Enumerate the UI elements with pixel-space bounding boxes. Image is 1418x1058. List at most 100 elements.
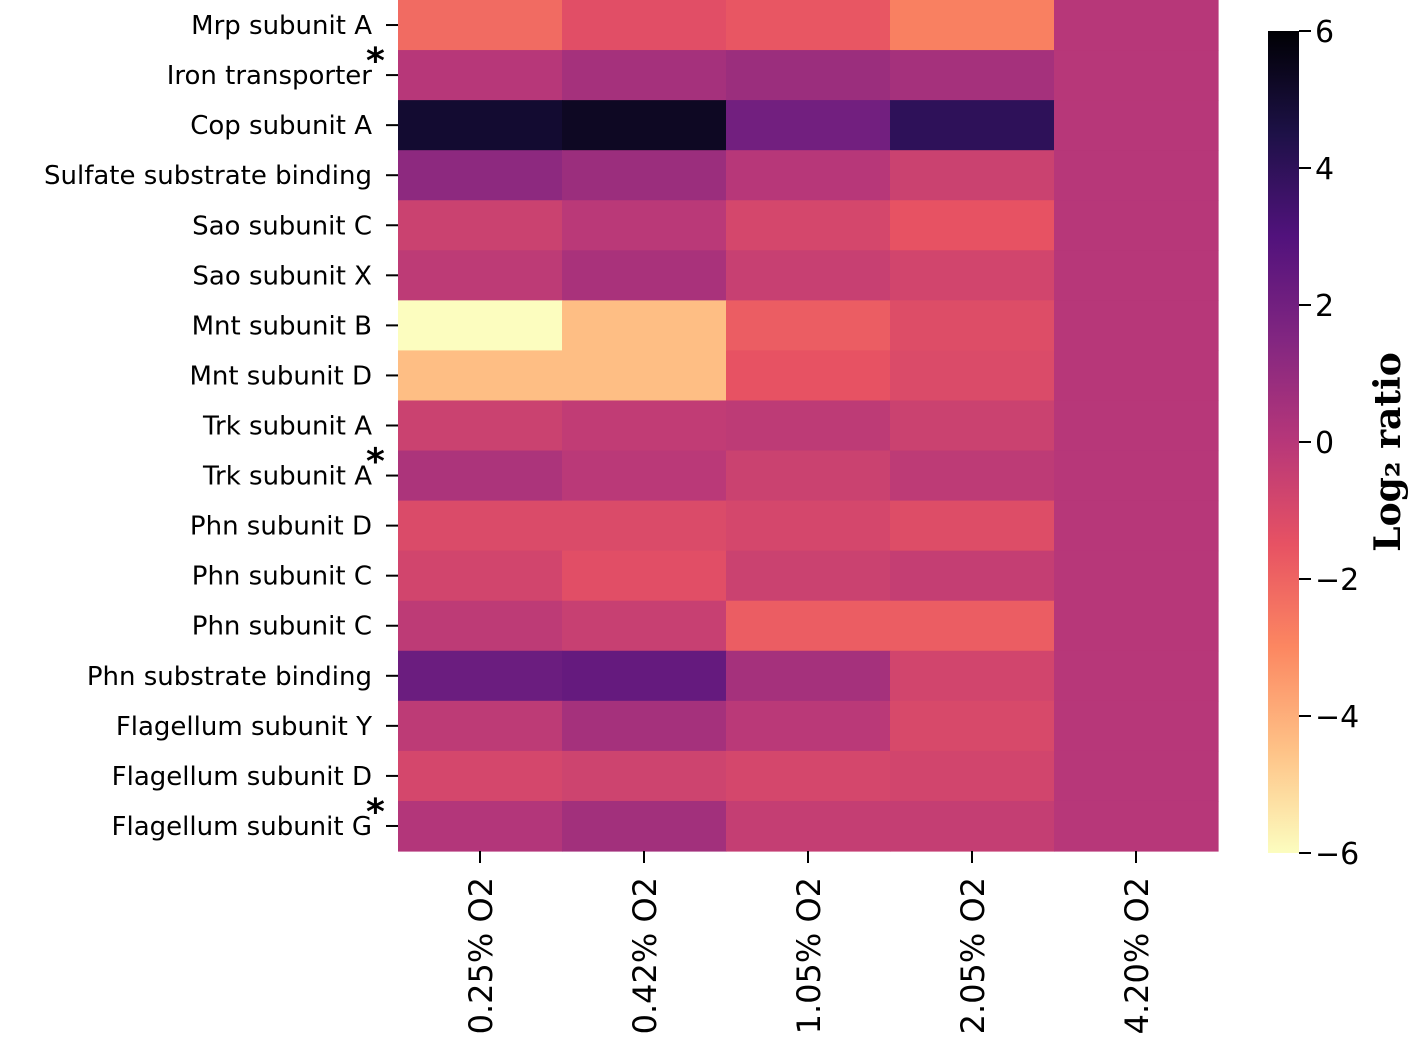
- heatmap-cell: [562, 600, 727, 652]
- heatmap-cell: [1054, 150, 1219, 201]
- colorbar-title: Log₂ ratio: [1367, 352, 1409, 551]
- heatmap-cell: [726, 50, 891, 101]
- colorbar-tick-label: 4: [1315, 152, 1334, 187]
- y-tick-label: Phn substrate binding: [87, 662, 372, 692]
- significance-marker: *: [366, 41, 385, 82]
- heatmap-cell: [562, 400, 727, 452]
- heatmap-cell: [1054, 300, 1219, 352]
- heatmap-cell: [890, 250, 1055, 301]
- y-tick-label: Iron transporter: [167, 61, 373, 91]
- heatmap-cell: [890, 50, 1055, 101]
- heatmap-cell: [1054, 0, 1219, 51]
- heatmap-cell: [726, 0, 891, 51]
- heatmap-cell: [398, 350, 563, 402]
- x-tick-label: 0.42% O2: [626, 877, 664, 1034]
- heatmap-cell: [726, 450, 891, 502]
- heatmap-cell: [562, 50, 727, 101]
- heatmap-cell: [398, 250, 563, 301]
- heatmap-cell: [890, 400, 1055, 452]
- y-tick-label: Mnt subunit B: [192, 311, 372, 341]
- heatmap-cell: [726, 600, 891, 652]
- heatmap-cell: [890, 550, 1055, 602]
- heatmap-cell: [398, 0, 563, 51]
- heatmap-cell: [1054, 500, 1219, 552]
- heatmap-cell: [398, 100, 563, 151]
- y-tick-label: Phn subunit C: [192, 612, 372, 642]
- heatmap-cell: [1054, 750, 1219, 802]
- heatmap-cell: [726, 200, 891, 251]
- heatmap-cell: [398, 200, 563, 251]
- heatmap-cell: [562, 500, 727, 552]
- heatmap-cell: [726, 750, 891, 802]
- heatmap-cell: [726, 100, 891, 151]
- x-tick-label: 2.05% O2: [954, 877, 992, 1034]
- heatmap-cell: [1054, 400, 1219, 452]
- heatmap-cell: [562, 650, 727, 702]
- heatmap-cell: [562, 300, 727, 352]
- heatmap-cell: [398, 550, 563, 602]
- heatmap-cell: [562, 150, 727, 201]
- heatmap-cell: [562, 100, 727, 151]
- heatmap-cell: [398, 800, 563, 852]
- y-tick-label: Phn subunit D: [190, 512, 372, 542]
- significance-marker: *: [366, 442, 385, 483]
- heatmap-cell: [890, 600, 1055, 652]
- y-tick-label: Phn subunit C: [192, 562, 372, 592]
- heatmap-cell: [890, 750, 1055, 802]
- heatmap-cell: [398, 400, 563, 452]
- heatmap-cell: [726, 650, 891, 702]
- heatmap-cell: [890, 100, 1055, 151]
- heatmap-cell: [398, 650, 563, 702]
- heatmap-cell: [562, 0, 727, 51]
- heatmap-cell: [890, 0, 1055, 51]
- heatmap-cell: [398, 700, 563, 752]
- heatmap-cell: [398, 450, 563, 502]
- heatmap-cell: [890, 700, 1055, 752]
- y-tick-label: Cop subunit A: [190, 111, 372, 141]
- y-tick-label: Mrp subunit A: [191, 11, 372, 41]
- heatmap-cell: [726, 250, 891, 301]
- heatmap-cell: [726, 550, 891, 602]
- y-tick-label: Trk subunit A: [202, 412, 372, 442]
- colorbar-tick-label: −2: [1315, 563, 1359, 598]
- heatmap-cell: [1054, 50, 1219, 101]
- heatmap-cell: [398, 600, 563, 652]
- colorbar-ticks: 6 4 2 0 −2 −4 −6: [1299, 15, 1359, 872]
- colorbar-tick-label: 0: [1315, 426, 1334, 461]
- heatmap-cell: [1054, 450, 1219, 502]
- heatmap-cell: [1054, 700, 1219, 752]
- heatmap-cell: [890, 450, 1055, 502]
- heatmap-cell: [562, 250, 727, 301]
- heatmap-cells: [398, 0, 1219, 852]
- y-tick-label: Trk subunit A: [202, 462, 372, 492]
- heatmap-cell: [890, 200, 1055, 251]
- y-tick-label: Flagellum subunit G: [112, 812, 372, 842]
- heatmap-cell: [1054, 200, 1219, 251]
- heatmap-cell: [726, 500, 891, 552]
- heatmap-cell: [726, 150, 891, 201]
- heatmap-cell: [726, 400, 891, 452]
- heatmap-cell: [398, 750, 563, 802]
- heatmap-cell: [562, 750, 727, 802]
- heatmap-cell: [398, 50, 563, 101]
- y-tick-label: Sao subunit X: [192, 261, 372, 291]
- heatmap-cell: [1054, 100, 1219, 151]
- heatmap-cell: [726, 300, 891, 352]
- y-tick-label: Sao subunit C: [192, 211, 372, 241]
- heatmap-cell: [890, 350, 1055, 402]
- x-tick-label: 1.05% O2: [790, 877, 828, 1034]
- heatmap-cell: [562, 700, 727, 752]
- heatmap-cell: [726, 800, 891, 852]
- heatmap-cell: [890, 300, 1055, 352]
- heatmap-cell: [1054, 650, 1219, 702]
- heatmap-cell: [562, 800, 727, 852]
- heatmap-cell: [1054, 800, 1219, 852]
- heatmap-cell: [398, 150, 563, 201]
- y-tick-label: Sulfate substrate binding: [44, 161, 372, 191]
- y-tick-label: Mnt subunit D: [189, 361, 372, 391]
- heatmap-cell: [562, 550, 727, 602]
- heatmap-cell: [398, 500, 563, 552]
- heatmap-cell: [1054, 350, 1219, 402]
